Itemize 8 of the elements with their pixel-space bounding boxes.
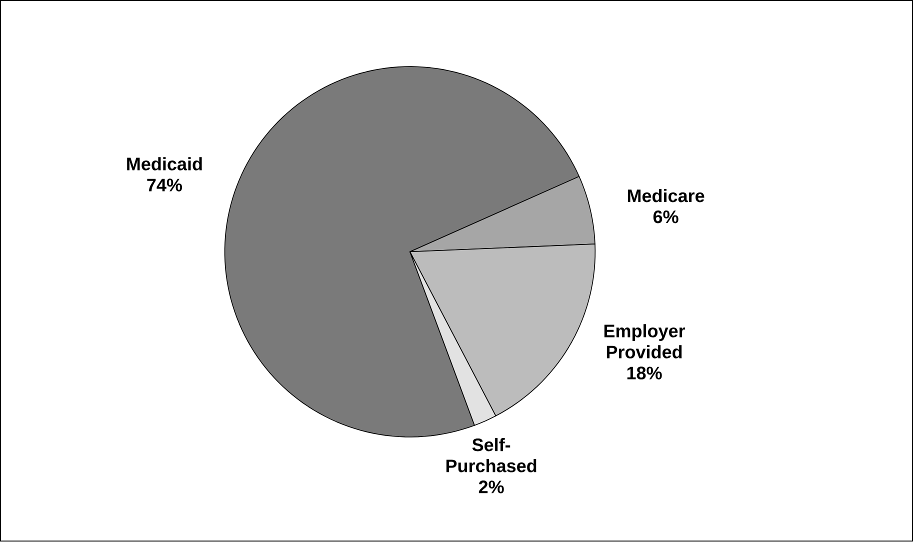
data-label: 74% (147, 178, 182, 192)
slice-label: Medicare (628, 189, 704, 202)
slice-label: Self-Purchased (446, 438, 536, 472)
slice-label: Medicaid (127, 157, 202, 171)
data-label: 6% (653, 210, 678, 224)
data-label: 2% (478, 480, 504, 494)
data-label: 18% (627, 366, 662, 380)
slice-label: Employer Provided (604, 324, 686, 359)
